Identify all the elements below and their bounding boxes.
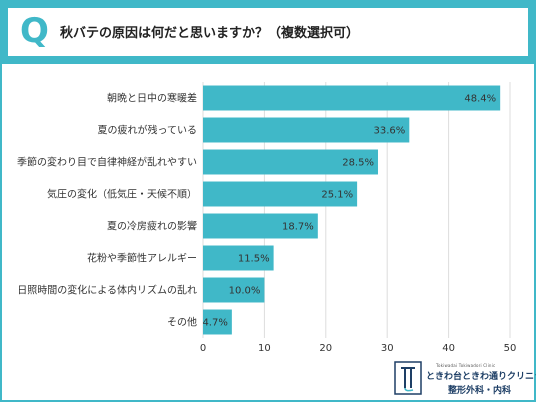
category-label: 季節の変わり目で自律神経が乱れやすい — [17, 156, 197, 169]
data-label: 18.7% — [282, 222, 314, 233]
category-label: 気圧の変化（低気圧・天候不順） — [47, 188, 197, 201]
q-mark: Q — [20, 11, 49, 51]
data-label: 28.5% — [342, 158, 374, 169]
bar — [203, 149, 378, 175]
data-label: 11.5% — [238, 254, 270, 265]
x-tick-label: 10 — [258, 343, 271, 354]
question-title: 秋バテの原因は何だと思いますか？（複数選択可） — [60, 26, 360, 41]
clinic-romaji: Tokiwadai Tokiwadori Clinic — [436, 363, 496, 368]
x-tick-label: 0 — [200, 343, 206, 354]
bar — [203, 85, 501, 111]
clinic-logo-icon — [394, 361, 422, 395]
category-label: その他 — [167, 316, 197, 329]
category-label: 日照時間の変化による体内リズムの乱れ — [17, 284, 197, 297]
question-header-bar: Q 秋バテの原因は何だと思いますか？（複数選択可） — [8, 8, 528, 56]
data-label: 48.4% — [464, 94, 496, 105]
clinic-department: 整形外科・内科 — [448, 386, 512, 396]
x-tick-label: 30 — [381, 343, 394, 354]
bar — [203, 277, 265, 303]
category-label: 朝晩と日中の寒暖差 — [107, 92, 197, 105]
bar — [203, 245, 274, 271]
category-label: 夏の疲れが残っている — [98, 124, 198, 137]
category-label: 夏の冷房疲れの影響 — [107, 220, 197, 233]
bar — [203, 213, 318, 239]
data-label: 10.0% — [229, 286, 261, 297]
x-tick-label: 50 — [504, 343, 517, 354]
x-tick-label: 20 — [319, 343, 332, 354]
x-tick-label: 40 — [442, 343, 455, 354]
clinic-name: ときわ台ときわ通りクリニック — [426, 372, 536, 382]
question-header: Q 秋バテの原因は何だと思いますか？（複数選択可） — [0, 0, 536, 64]
category-label: 花粉や季節性アレルギー — [87, 252, 197, 265]
bar — [203, 117, 410, 143]
data-label: 33.6% — [374, 126, 406, 137]
bar — [203, 309, 232, 335]
data-label: 4.7% — [202, 318, 227, 329]
data-label: 25.1% — [321, 190, 353, 201]
bar — [203, 181, 358, 207]
